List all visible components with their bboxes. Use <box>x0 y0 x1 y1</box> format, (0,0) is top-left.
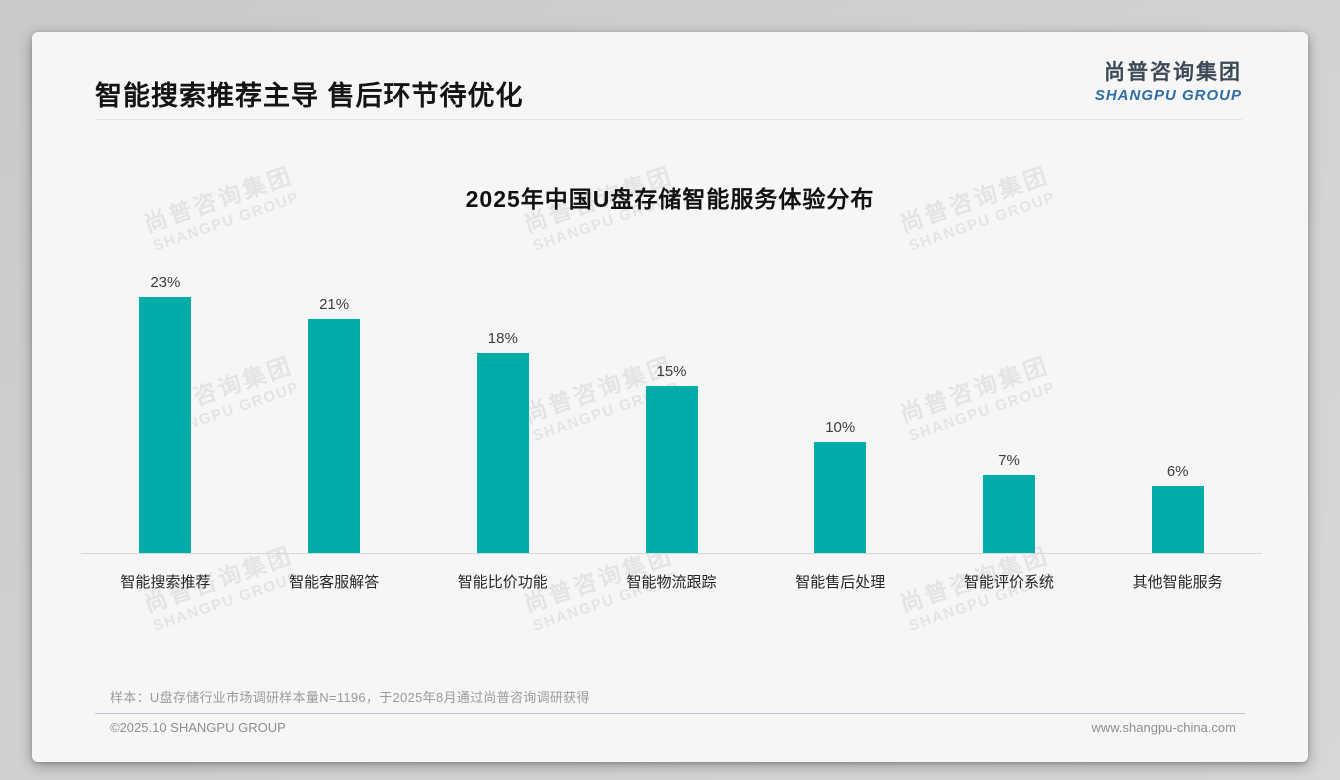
report-card: 尚普咨询集团 SHANGPU GROUP 尚普咨询集团 SHANGPU GROUP 尚普… <box>32 32 1308 762</box>
category-labels-row: 智能搜索推荐 智能客服解答 智能比价功能 智能物流跟踪 智能售后处理 智能评价系统 其他智能… <box>81 554 1262 592</box>
bar <box>814 442 867 553</box>
bar-chart: 23% 21% 18% 15% 10% 7% 6% 智能搜索推荐 智能客服解答 智能比价功能 智能… <box>81 273 1262 592</box>
category-label: 智能客服解答 <box>289 574 380 591</box>
chart-title: 2025年中国U盘存储智能服务体验分布 <box>465 186 875 212</box>
bar-column: 6% <box>1093 273 1262 553</box>
category-label: 智能评价系统 <box>963 574 1054 591</box>
bar <box>139 297 192 553</box>
footer: ©2025.10 SHANGPU GROUP www.shangpu-china… <box>110 720 1236 735</box>
bar-value-label: 23% <box>150 274 181 291</box>
bar-value-label: 7% <box>998 452 1020 469</box>
sample-note: 样本：U盘存储行业市场调研样本量N=1196，于2025年8月通过尚普咨询调研获… <box>110 690 590 705</box>
bar <box>308 319 361 553</box>
bar-column: 21% <box>250 273 419 553</box>
bar <box>645 386 698 553</box>
website-text: www.shangpu-china.com <box>1091 720 1236 735</box>
logo-english-text: SHANGPU GROUP <box>1094 87 1242 104</box>
bar-column: 7% <box>925 273 1094 553</box>
bar-column: 15% <box>587 273 756 553</box>
bar <box>982 475 1035 553</box>
bars-row: 23% 21% 18% 15% 10% 7% 6% <box>81 273 1262 554</box>
bar <box>1151 486 1204 553</box>
bar-column: 23% <box>81 273 250 553</box>
bar-column: 18% <box>418 273 587 553</box>
company-logo: 尚普咨询集团 SHANGPU GROUP <box>1095 56 1242 104</box>
footer-divider <box>95 713 1245 714</box>
category-label: 智能搜索推荐 <box>120 574 211 591</box>
logo-chinese-text: 尚普咨询集团 <box>1104 61 1242 84</box>
category-label: 智能售后处理 <box>795 574 886 591</box>
title-divider <box>95 119 1242 120</box>
bar-value-label: 6% <box>1166 463 1189 480</box>
category-label: 智能物流跟踪 <box>626 574 717 591</box>
bar-value-label: 18% <box>487 330 518 347</box>
bar-value-label: 15% <box>656 363 687 380</box>
page-title: 智能搜索推荐主导 售后环节待优化 <box>95 81 524 111</box>
copyright-text: ©2025.10 SHANGPU GROUP <box>110 720 286 735</box>
category-label: 其他智能服务 <box>1132 574 1223 591</box>
category-label: 智能比价功能 <box>457 574 548 591</box>
bar <box>476 353 529 553</box>
bar-value-label: 10% <box>825 419 856 436</box>
bar-column: 10% <box>756 273 925 553</box>
bar-value-label: 21% <box>319 296 350 313</box>
